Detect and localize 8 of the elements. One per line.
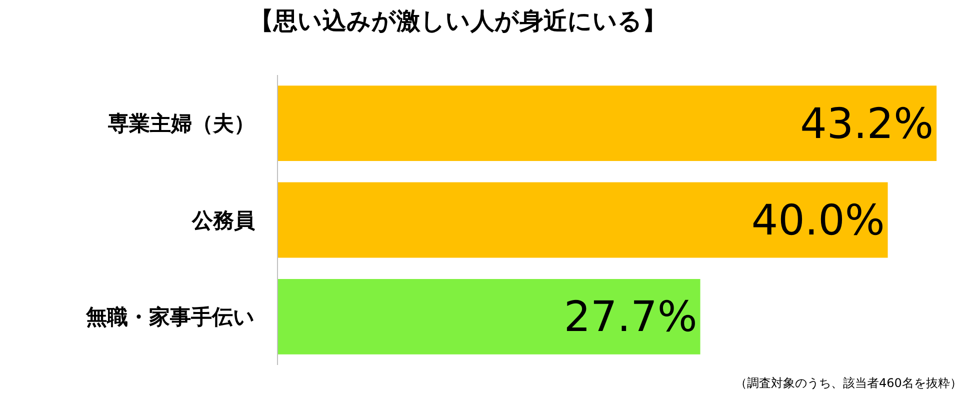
y-tick-label: 専業主婦（夫）: [106, 112, 255, 136]
y-tick-label: 無職・家事手伝い: [84, 305, 255, 330]
annotation: （調査対象のうち、該当者460名を抜粋）: [735, 376, 962, 390]
y-tick-label: 公務員: [190, 208, 255, 232]
data-label: 27.7%: [564, 292, 698, 342]
data-label: 43.2%: [800, 98, 934, 148]
data-label: 40.0%: [751, 196, 885, 244]
chart-title: 【思い込みが激しい人が身近にいる】: [249, 6, 666, 35]
